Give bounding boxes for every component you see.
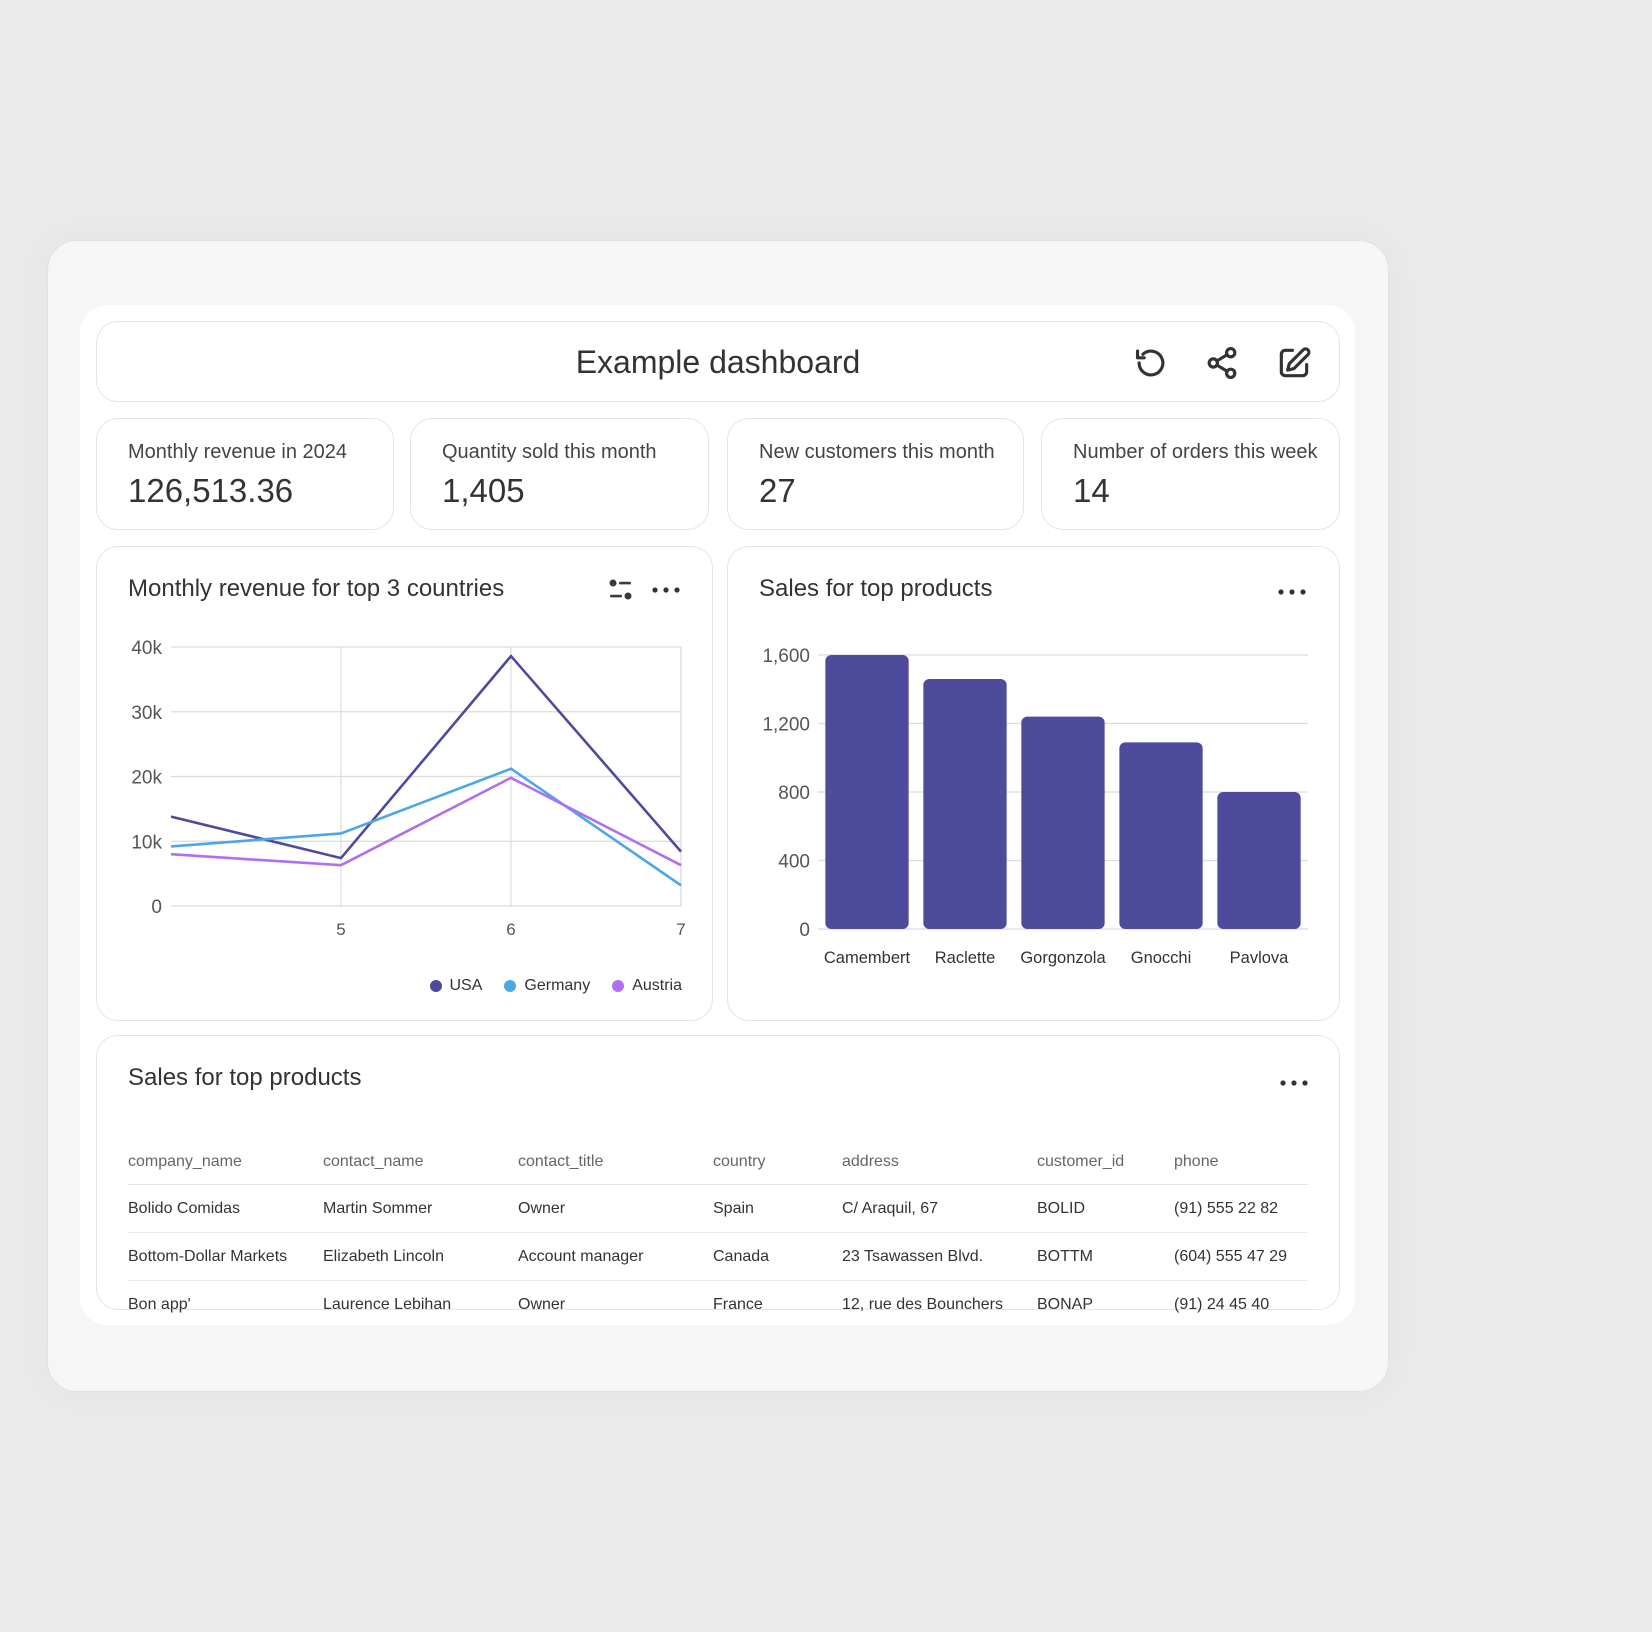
- y-tick-label: 40k: [131, 638, 162, 659]
- table-row[interactable]: Bon app' Laurence Lebihan Owner France 1…: [128, 1281, 1308, 1329]
- table-cell: Laurence Lebihan: [323, 1295, 452, 1313]
- more-options-icon[interactable]: [1276, 585, 1308, 599]
- legend-label: USA: [449, 977, 483, 994]
- kpi-label: Quantity sold this month: [442, 441, 657, 463]
- y-tick-label: 0: [151, 897, 162, 918]
- panel-title: Sales for top products: [759, 575, 993, 602]
- column-header[interactable]: country: [713, 1139, 842, 1185]
- table-header-row: company_name contact_name contact_title …: [128, 1139, 1308, 1185]
- legend-swatch: [504, 980, 517, 992]
- legend-label: Austria: [632, 977, 682, 994]
- x-tick-label: Raclette: [935, 949, 996, 967]
- y-tick-label: 20k: [131, 768, 162, 789]
- line-chart-panel: Monthly revenue for top 3 countries 0 10k…: [96, 546, 713, 1021]
- table-cell: Canada: [713, 1232, 842, 1281]
- kpi-label: Monthly revenue in 2024: [128, 441, 348, 463]
- x-tick-label: 5: [336, 920, 345, 939]
- table-cell: BOLID: [1037, 1184, 1174, 1233]
- kpi-label: New customers this month: [759, 441, 995, 463]
- more-options-icon[interactable]: [650, 583, 682, 597]
- bar-pavlova: [1217, 792, 1301, 929]
- table-cell: Spain: [713, 1184, 842, 1233]
- x-tick-label: Gorgonzola: [1020, 949, 1106, 967]
- bar-chart: 0 400 800 1,200 1,600 Camembert Raclette Gorgon…: [762, 646, 1308, 967]
- dashboard-header: Example dashboard: [96, 321, 1340, 402]
- kpi-card-quantity-sold[interactable]: Quantity sold this month 1,405: [410, 418, 709, 530]
- series-line-austria: [170, 776, 682, 867]
- kpi-value: 126,513.36: [128, 472, 294, 509]
- edit-icon[interactable]: [1275, 344, 1313, 382]
- table-cell: Owner: [518, 1184, 713, 1233]
- table-cell: France: [713, 1295, 763, 1313]
- table-row[interactable]: Bottom-Dollar Markets Elizabeth Lincoln …: [128, 1232, 1308, 1281]
- y-tick-label: 0: [799, 920, 810, 941]
- x-tick-label: 6: [506, 920, 515, 939]
- legend-label: Germany: [524, 977, 591, 994]
- column-header[interactable]: phone: [1174, 1139, 1308, 1185]
- bar-gorgonzola: [1021, 716, 1105, 929]
- kpi-label: Number of orders this week: [1073, 441, 1318, 463]
- column-header[interactable]: contact_name: [323, 1139, 518, 1185]
- series-line-germany: [170, 767, 682, 887]
- page-title: Example dashboard: [575, 344, 861, 380]
- column-header[interactable]: address: [842, 1139, 1037, 1185]
- x-tick-label: 7: [676, 920, 685, 939]
- panel-title: Monthly revenue for top 3 countries: [128, 575, 505, 602]
- table-cell: BOTTM: [1037, 1232, 1174, 1281]
- column-header[interactable]: contact_title: [518, 1139, 713, 1185]
- column-header[interactable]: company_name: [128, 1139, 323, 1185]
- table-cell: Martin Sommer: [323, 1184, 518, 1233]
- column-header[interactable]: customer_id: [1037, 1139, 1174, 1185]
- legend-item-germany[interactable]: Germany: [504, 977, 590, 995]
- legend-swatch: [612, 980, 625, 992]
- table-cell: Elizabeth Lincoln: [323, 1232, 518, 1281]
- bar-camembert: [825, 655, 909, 929]
- table-cell: Bon app': [128, 1295, 191, 1313]
- kpi-value: 27: [759, 472, 796, 509]
- data-table: company_name contact_name contact_title …: [128, 1139, 1308, 1328]
- bar-raclette: [923, 678, 1007, 929]
- y-tick-label: 30k: [131, 703, 162, 724]
- kpi-value: 1,405: [442, 472, 525, 509]
- series-line-usa: [170, 654, 682, 860]
- table-cell: Bolido Comidas: [128, 1184, 323, 1233]
- kpi-card-monthly-revenue[interactable]: Monthly revenue in 2024 126,513.36: [96, 418, 394, 530]
- y-tick-label: 400: [778, 852, 810, 873]
- panel-title: Sales for top products: [128, 1064, 362, 1091]
- more-options-icon[interactable]: [1278, 1076, 1310, 1090]
- x-tick-label: Pavlova: [1230, 949, 1290, 967]
- table-cell: Account manager: [518, 1232, 713, 1281]
- table-cell: 12, rue des Bounchers: [842, 1295, 1003, 1313]
- bar-chart-panel: Sales for top products 0 400 800 1,200 1,600…: [727, 546, 1340, 1021]
- table-cell: Bottom-Dollar Markets: [128, 1232, 323, 1281]
- kpi-value: 14: [1073, 472, 1110, 509]
- table-panel: Sales for top products company_name cont…: [96, 1035, 1340, 1313]
- legend-item-usa[interactable]: USA: [429, 977, 483, 995]
- table-cell: C/ Araquil, 67: [842, 1184, 1037, 1233]
- table-cell: (91) 555 22 82: [1174, 1184, 1308, 1233]
- y-tick-label: 10k: [131, 832, 162, 853]
- share-icon[interactable]: [1203, 344, 1241, 382]
- table-row[interactable]: Bolido Comidas Martin Sommer Owner Spain…: [128, 1184, 1308, 1233]
- bar-gnocchi: [1119, 742, 1203, 929]
- table-cell: (604) 555 47 29: [1174, 1232, 1308, 1281]
- table-cell: (91) 24 45 40: [1174, 1295, 1270, 1313]
- legend-swatch: [429, 980, 442, 992]
- y-tick-label: 1,200: [762, 715, 810, 736]
- filter-icon[interactable]: [608, 577, 634, 603]
- chart-legend: USA Germany Austria: [429, 977, 682, 995]
- kpi-card-orders-week[interactable]: Number of orders this week 14: [1041, 418, 1340, 530]
- table-cell: BONAP: [1037, 1295, 1094, 1313]
- x-tick-label: Gnocchi: [1131, 949, 1192, 967]
- legend-item-austria[interactable]: Austria: [612, 977, 682, 995]
- table-cell: Owner: [518, 1295, 566, 1313]
- refresh-icon[interactable]: [1132, 344, 1170, 382]
- table-cell: 23 Tsawassen Blvd.: [842, 1232, 1037, 1281]
- y-tick-label: 1,600: [762, 646, 810, 667]
- y-tick-label: 800: [778, 783, 810, 804]
- line-chart: 0 10k 20k 30k 40k 5 6 7: [131, 638, 685, 939]
- x-tick-label: Camembert: [824, 949, 911, 967]
- kpi-card-new-customers[interactable]: New customers this month 27: [727, 418, 1024, 530]
